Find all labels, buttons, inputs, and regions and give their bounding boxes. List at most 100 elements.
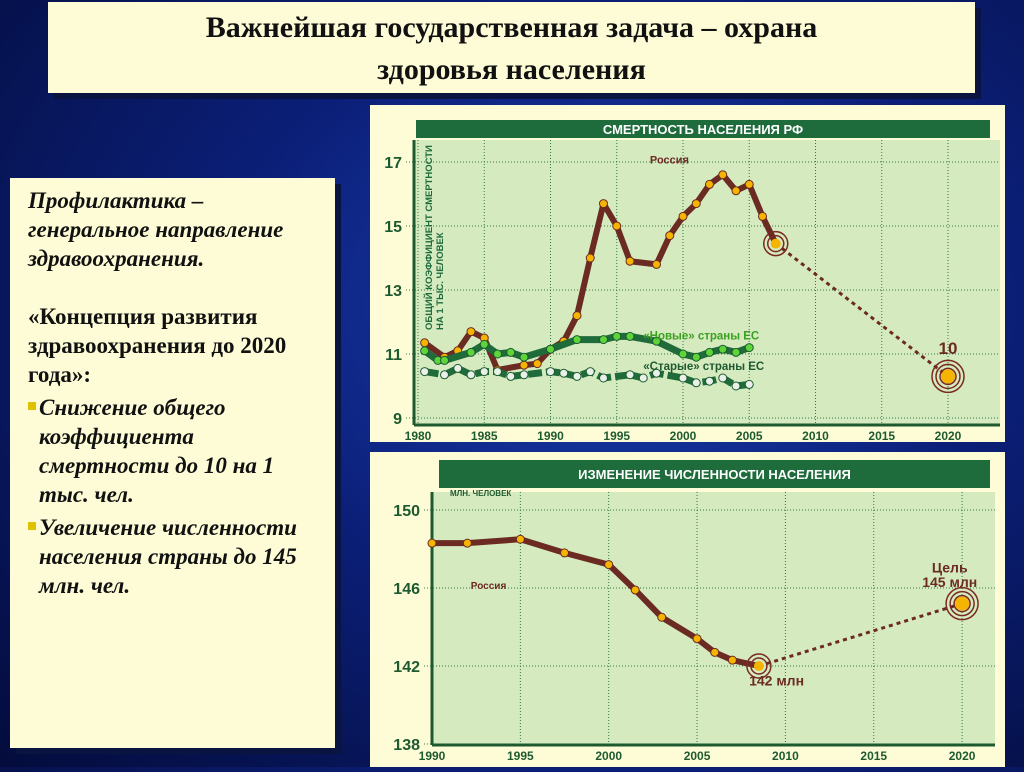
- target-ring: [763, 230, 789, 257]
- chart-title-bar: [416, 120, 990, 138]
- data-point: [692, 634, 702, 644]
- title-line-1: Важнейшая государственная задача – охран…: [205, 11, 818, 44]
- data-point: [758, 211, 767, 221]
- series-line: [424, 364, 750, 390]
- x-tick-label: 1995: [603, 429, 630, 442]
- data-point: [420, 338, 430, 348]
- data-point: [691, 199, 701, 209]
- data-point: [546, 367, 555, 377]
- x-tick-label: 2015: [860, 749, 887, 763]
- y-tick-label: 142: [393, 659, 420, 676]
- current-label: 142 млн: [749, 673, 804, 689]
- data-point: [532, 359, 542, 369]
- data-point: [585, 367, 595, 377]
- data-point: [625, 370, 635, 380]
- data-point: [638, 373, 648, 383]
- data-point: [506, 347, 516, 357]
- data-point: [479, 367, 489, 377]
- data-point: [519, 360, 529, 370]
- data-point: [678, 373, 688, 383]
- chart-title: ИЗМЕНЕНИЕ ЧИСЛЕННОСТИ НАСЕЛЕНИЯ: [578, 467, 851, 482]
- target-point: [955, 596, 970, 611]
- population-chart-panel: ИЗМЕНЕНИЕ ЧИСЛЕННОСТИ НАСЕЛЕНИЯ 1990 1995 2…: [370, 452, 1005, 767]
- x-tick-label: 2010: [802, 429, 829, 442]
- bullet-text: Увеличение численности населения страны …: [39, 515, 297, 598]
- data-point: [466, 327, 476, 337]
- data-point: [479, 339, 489, 349]
- y-tick-label: 11: [385, 347, 402, 364]
- data-point: [744, 379, 754, 389]
- data-point: [691, 378, 701, 388]
- data-point: [731, 186, 741, 196]
- target-ring: [939, 367, 957, 386]
- y-axis-label-line: ОБЩИЙ КОЭФФИЦИЕНТ СМЕРТНОСТИ: [423, 145, 435, 330]
- x-tick-label: 2015: [868, 429, 895, 442]
- data-point: [604, 560, 614, 570]
- data-point: [718, 344, 728, 354]
- data-point: [625, 256, 635, 266]
- data-point: [599, 335, 608, 345]
- x-tick-label: 2005: [684, 749, 711, 763]
- chart-title: СМЕРТНОСТЬ НАСЕЛЕНИЯ РФ: [603, 122, 803, 137]
- data-point: [691, 352, 701, 362]
- data-point: [718, 170, 728, 180]
- target-ring: [953, 594, 971, 613]
- data-point: [630, 585, 640, 595]
- plot-area: [432, 492, 995, 745]
- target-ring: [945, 586, 979, 621]
- concept: «Концепция развития здравоохранения до 2…: [28, 304, 287, 387]
- x-tick-label: 2010: [772, 749, 799, 763]
- y-tick-label: 9: [393, 411, 402, 428]
- data-point: [718, 373, 728, 383]
- x-tick-label: 2000: [595, 749, 622, 763]
- data-point: [515, 534, 525, 544]
- data-point: [731, 347, 741, 357]
- target-ring: [935, 363, 961, 390]
- y-axis-label: ОБЩИЙ КОЭФФИЦИЕНТ СМЕРТНОСТИНА 1 ТЫС. ЧЕ…: [423, 145, 446, 330]
- data-point: [731, 381, 741, 391]
- heading: Профилактика – генеральное направление з…: [28, 188, 284, 271]
- data-point: [559, 368, 569, 378]
- y-tick-label: 17: [384, 155, 402, 172]
- data-point: [612, 221, 622, 231]
- bullet-square-icon: [28, 402, 36, 410]
- data-point: [427, 538, 437, 548]
- series-label: «Новые» страны ЕС: [643, 331, 759, 343]
- y-tick-label: 146: [393, 581, 420, 598]
- x-tick-label: 1990: [419, 749, 446, 763]
- target-point: [770, 238, 781, 249]
- y-tick-label: 15: [384, 219, 402, 236]
- x-tick-label: 1980: [405, 429, 432, 442]
- series-label: Россия: [471, 581, 507, 592]
- data-point: [493, 349, 502, 359]
- data-point: [599, 373, 608, 383]
- projection-label: 10: [939, 339, 958, 358]
- data-point: [572, 311, 582, 321]
- text-panel: Профилактика – генеральное направление з…: [10, 178, 335, 748]
- y-tick-label: 138: [393, 737, 420, 754]
- data-point: [727, 655, 737, 665]
- y-tick-label: 13: [384, 283, 402, 300]
- data-point: [705, 376, 714, 386]
- data-point: [519, 370, 529, 380]
- data-point: [453, 363, 463, 373]
- target-ring: [767, 234, 785, 253]
- data-point: [710, 647, 720, 657]
- data-point: [705, 179, 714, 189]
- target-ring: [746, 653, 772, 679]
- x-tick-label: 2020: [935, 429, 962, 442]
- target-ring: [931, 359, 965, 394]
- target-ring: [750, 657, 768, 675]
- bullet-text: Снижение общего коэффициента смертности …: [39, 395, 275, 507]
- series-label: Россия: [650, 155, 689, 167]
- slide-title: Важнейшая государственная задача – охран…: [48, 2, 975, 93]
- target-ring: [949, 590, 975, 617]
- bullet-item: Снижение общего коэффициента смертности …: [28, 393, 325, 509]
- data-point: [585, 253, 595, 263]
- goal-label: Цель: [932, 559, 968, 575]
- data-point: [519, 352, 529, 362]
- x-tick-label: 2020: [949, 749, 976, 763]
- bullet-square-icon: [28, 522, 36, 530]
- data-point: [625, 331, 635, 341]
- target-point: [941, 369, 955, 384]
